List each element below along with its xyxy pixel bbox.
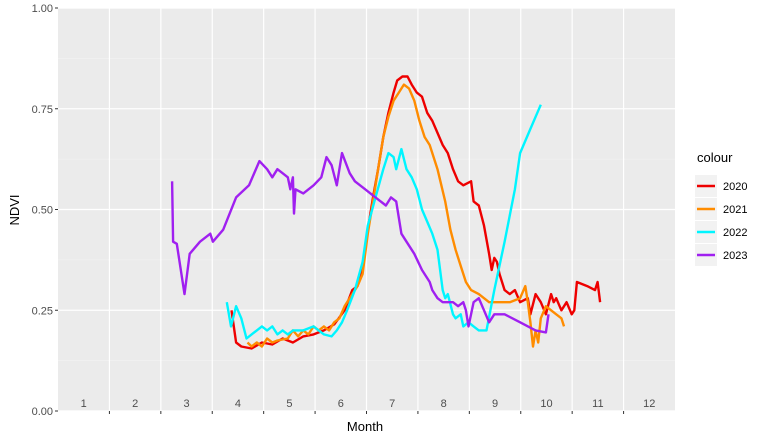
y-tick-label: 0.75 [32,104,53,116]
y-tick-label: 0.50 [32,205,53,217]
y-tick-label: 0.00 [32,406,53,418]
legend-label-2023: 2023 [723,250,747,262]
legend: colour 2020 2021 2022 2023 [695,150,747,266]
axes: 0.000.250.500.751.001 2 3 4 5 6 7 8 9 10 11 12 [32,3,656,418]
series-lines [170,75,602,350]
month-label: 5 [286,398,292,410]
month-label: 1 [81,398,87,410]
month-label: 7 [389,398,395,410]
month-label: 3 [183,398,189,410]
x-axis-title: Month [347,419,383,434]
legend-label-2021: 2021 [723,204,747,216]
month-label: 4 [235,398,241,410]
month-label: 2 [132,398,138,410]
month-label: 8 [441,398,447,410]
legend-label-2020: 2020 [723,181,747,193]
legend-items: 2020 2021 2022 2023 [695,175,747,266]
legend-label-2022: 2022 [723,227,747,239]
month-label: 9 [492,398,498,410]
series-line-2023 [170,151,550,334]
series-line-2021 [246,83,566,348]
month-label: 10 [540,398,552,410]
y-tick-label: 0.25 [32,305,53,317]
month-label: 11 [592,398,603,410]
legend-title: colour [697,150,733,165]
month-label: 6 [338,398,344,410]
y-axis-title: NDVI [7,194,22,225]
y-tick-label: 1.00 [32,3,53,15]
month-label: 12 [643,398,655,410]
grid-lines [58,7,675,412]
